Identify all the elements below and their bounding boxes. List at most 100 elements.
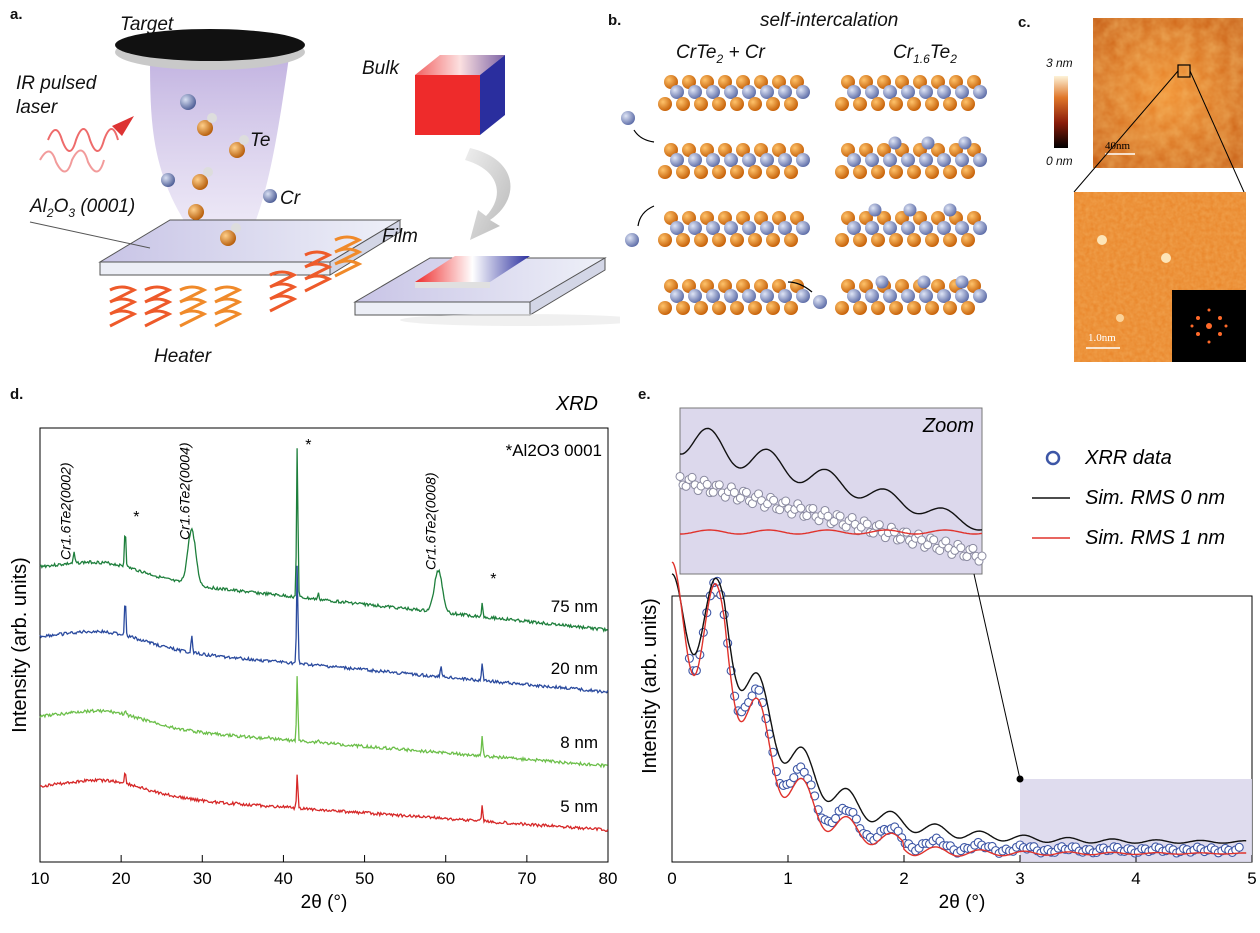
sim-rms1-line <box>671 561 1247 857</box>
panel-c-label: c. <box>1018 14 1031 31</box>
arrow-in <box>637 205 655 227</box>
x-tick-label: 50 <box>355 869 374 888</box>
cr16te2-layer <box>835 211 987 247</box>
peak-annotation: Cr1.6Te2(0008) <box>423 472 439 570</box>
series-label: 8 nm <box>560 733 598 752</box>
zoom-data-point <box>862 519 872 529</box>
free-cr <box>621 111 635 125</box>
zoom-connector <box>973 573 1021 780</box>
panel-b-label: b. <box>608 12 622 29</box>
plume-atoms <box>161 94 277 246</box>
xrr-chart: 0 1 2 3 4 5 2θ (°) Intensity (arb. units) Zoom XR… <box>639 407 1257 913</box>
label-substrate: Al2O3 (0001) <box>30 196 136 220</box>
zoom-data-point <box>874 520 884 530</box>
label-cr: Cr <box>280 188 301 209</box>
cr16te2-layer <box>835 143 987 179</box>
xrd-series-line <box>39 448 608 633</box>
peak-star: * <box>490 571 496 588</box>
zoom-data-point <box>729 487 739 497</box>
zoom-anchor <box>1016 775 1024 783</box>
laser-wave <box>47 128 119 152</box>
panel-a-label: a. <box>10 6 23 23</box>
scalebar-1nm: 1.0nm <box>1088 332 1116 344</box>
zoom-data-point <box>741 487 751 497</box>
peak-star: * <box>133 509 139 526</box>
peak-star: * <box>305 437 311 454</box>
colorbar-max: 3 nm <box>1046 56 1073 70</box>
y-axis-title: Intensity (arb. units) <box>639 598 661 774</box>
free-cr <box>625 233 639 247</box>
zoom-lines <box>1073 70 1245 193</box>
zoom-data-point <box>702 479 712 489</box>
zoom-data-point <box>823 511 833 521</box>
afm-colorbar <box>1054 76 1068 148</box>
xrr-data-point <box>747 691 757 701</box>
chart-title: XRD <box>555 393 598 415</box>
xrr-data-point <box>831 813 841 824</box>
zoom-data-point <box>714 480 724 490</box>
xrd-series-line <box>39 565 609 694</box>
label-te: Te <box>250 130 271 151</box>
x-tick-label: 70 <box>517 869 536 888</box>
label-laser: IR pulsed laser <box>16 73 97 118</box>
legend-label: Sim. RMS 0 nm <box>1085 487 1225 509</box>
x-tick-label: 80 <box>599 869 618 888</box>
y-axis-title: Intensity (arb. units) <box>9 557 31 733</box>
xrd-chart: 10 20 30 40 50 60 70 80 2θ (°) Intensity (arb. un… <box>9 393 618 913</box>
process-arrow <box>465 148 511 240</box>
xrr-data-point <box>730 691 740 701</box>
x-axis-title: 2θ (°) <box>301 892 348 913</box>
panel-e-label: e. <box>638 386 651 403</box>
laser-arrow <box>112 116 134 136</box>
xrr-data-point <box>851 814 861 824</box>
x-tick-label: 10 <box>31 869 50 888</box>
zoom-data-point <box>835 511 845 521</box>
legend-marker <box>1045 450 1061 466</box>
intercalated-cr <box>888 136 902 150</box>
plot-frame <box>671 595 1253 863</box>
zoom-sim1-line <box>680 529 983 535</box>
zoom-sim0-line <box>679 427 983 531</box>
x-tick-label: 0 <box>667 869 676 888</box>
x-tick-label: 2 <box>899 869 908 888</box>
crystal-structures <box>621 75 987 315</box>
x-tick-label: 40 <box>274 869 293 888</box>
series-label: 75 nm <box>551 597 598 616</box>
xrd-series-line <box>39 772 609 832</box>
intercalated-cr <box>958 136 972 150</box>
zoom-data-point <box>968 543 978 553</box>
peak-annotation: Cr1.6Te2(0004) <box>177 442 193 540</box>
x-tick-label: 30 <box>193 869 212 888</box>
sim-rms0-line <box>671 573 1247 844</box>
plot-frame <box>39 427 609 863</box>
cr16te2-layer <box>835 75 987 111</box>
label-self-intercalation: self-intercalation <box>760 10 899 31</box>
label-crte2-cr: CrTe2 + Cr <box>676 42 765 66</box>
crte2-layer <box>658 75 810 111</box>
intercalated-cr <box>868 203 882 217</box>
zoom-data-point <box>675 471 685 481</box>
zoom-data-point <box>781 496 791 506</box>
arrow-in <box>633 129 655 143</box>
intercalated-cr <box>903 203 917 217</box>
film-layer <box>415 256 530 282</box>
colorbar-min: 0 nm <box>1046 154 1073 168</box>
intercalated-cr <box>955 275 969 289</box>
x-tick-label: 4 <box>1131 869 1140 888</box>
x-tick-label: 60 <box>436 869 455 888</box>
zoom-data-point <box>687 472 697 482</box>
intercalated-cr <box>921 136 935 150</box>
crte2-layer <box>658 279 810 315</box>
label-target: Target <box>120 14 174 35</box>
x-tick-label: 1 <box>783 869 792 888</box>
zoom-data-point <box>956 543 966 553</box>
zoom-data-point <box>808 503 818 513</box>
crte2-layer <box>658 211 810 247</box>
label-bulk: Bulk <box>362 58 399 79</box>
panel-d-label: d. <box>10 386 24 403</box>
x-tick-label: 3 <box>1015 869 1024 888</box>
label-cr16te2: Cr1.6Te2 <box>893 42 957 66</box>
xrr-data-point <box>1234 842 1244 852</box>
xrr-data-point <box>754 685 764 695</box>
legend-note: *Al2O3 0001 <box>506 441 602 460</box>
